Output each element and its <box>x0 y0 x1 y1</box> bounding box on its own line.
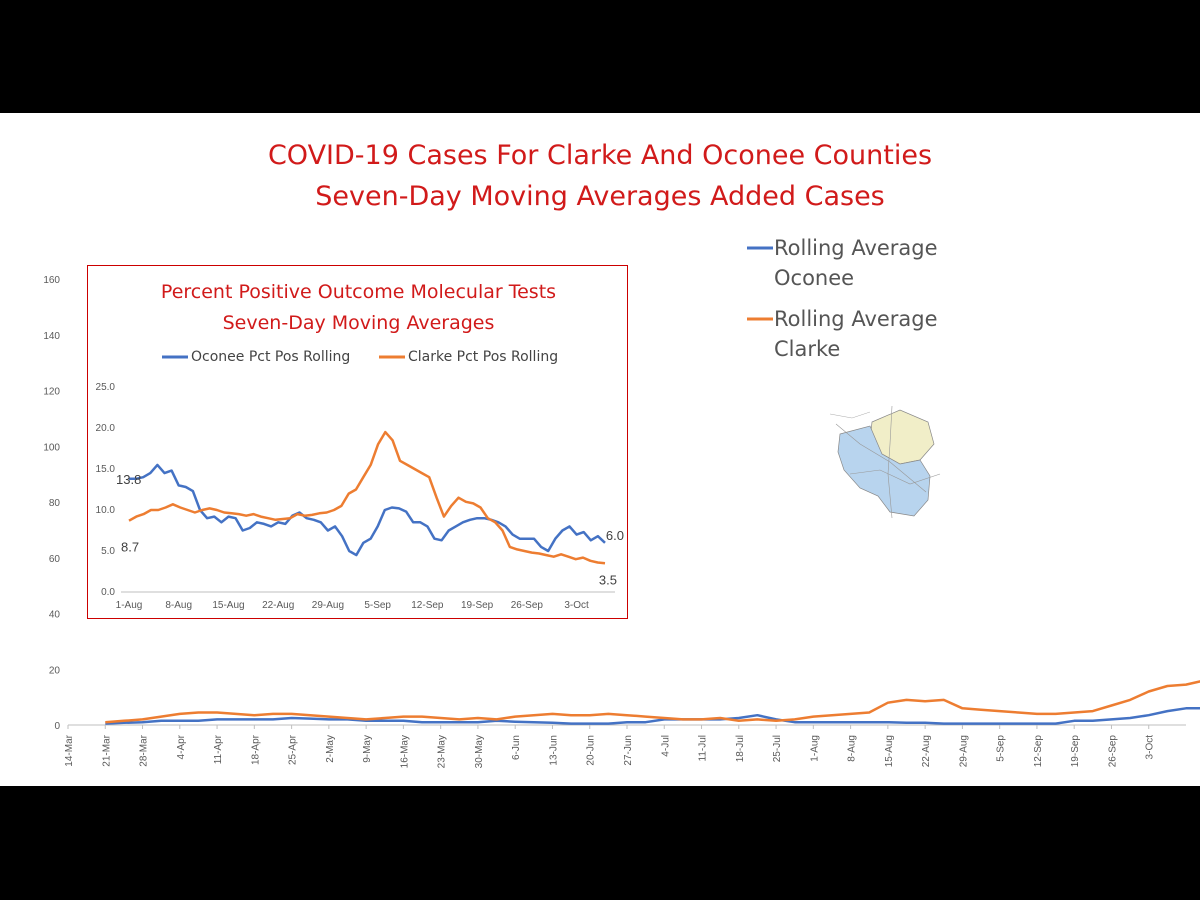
series-line-oconee <box>105 707 1200 725</box>
inset-chart-panel: Percent Positive Outcome Molecular Tests… <box>87 265 628 619</box>
x-tick-label: 18-Jul <box>735 735 746 762</box>
x-tick-label: 6-Jun <box>511 735 522 760</box>
x-tick-label: 14-Mar <box>64 734 75 766</box>
county-map-image <box>830 404 943 520</box>
main-legend-swatches <box>747 246 773 321</box>
y-tick-label: 0 <box>54 721 60 732</box>
inset-label-clarke-end: 3.5 <box>599 572 617 587</box>
x-tick-label: 25-Apr <box>288 734 299 765</box>
x-tick-label: 12-Sep <box>1033 735 1044 768</box>
x-tick-label: 15-Aug <box>884 735 895 767</box>
x-tick-label: 11-Apr <box>213 734 224 764</box>
inset-title-line-2: Seven-Day Moving Averages <box>222 312 495 334</box>
x-tick-label: 11-Jul <box>698 735 709 762</box>
x-tick-label: 1-Aug <box>809 735 820 762</box>
inset-legend-swatch-oconee <box>162 355 188 359</box>
x-tick-label: 4-Apr <box>176 734 187 759</box>
x-tick-label: 23-May <box>437 735 448 768</box>
y-tick-label: 60 <box>49 554 61 565</box>
inset-x-tick-label: 8-Aug <box>165 600 192 611</box>
main-chart: 0 20 40 60 80 100 120 140 160 14-Mar 21-Mar 28-Mar 4… <box>43 275 1200 768</box>
legend-label-oconee-line-1: Rolling Average <box>774 236 938 260</box>
x-tick-label: 2-May <box>325 735 336 763</box>
y-tick-label: 80 <box>49 498 61 509</box>
x-tick-label: 30-May <box>474 735 485 768</box>
inset-x-tick-label: 26-Sep <box>511 600 544 611</box>
inset-label-oconee-start: 13.8 <box>116 472 141 487</box>
inset-label-clarke-start: 8.7 <box>121 540 139 555</box>
x-tick-label: 8-Aug <box>847 735 858 762</box>
inset-label-oconee-end: 6.0 <box>606 528 624 543</box>
inset-chart: 0.0 5.0 10.0 15.0 20.0 25.0 1-Aug 8-Aug 15-Aug 22… <box>96 382 624 611</box>
inset-y-tick-label: 0.0 <box>101 587 115 598</box>
x-tick-label: 19-Sep <box>1070 735 1081 768</box>
x-tick-label: 27-Jun <box>623 735 634 766</box>
inset-x-tick-label: 3-Oct <box>564 600 589 611</box>
inset-legend-label-oconee: Oconee Pct Pos Rolling <box>191 349 351 365</box>
inset-x-tick-label: 1-Aug <box>116 600 143 611</box>
oconee-county-shape <box>837 425 931 517</box>
x-tick-label: 18-Apr <box>250 734 261 765</box>
legend-label-clarke-line-2: Clarke <box>774 337 841 361</box>
inset-x-tick-label: 12-Sep <box>411 600 444 611</box>
inset-x-tick-label: 15-Aug <box>212 600 244 611</box>
x-tick-label: 21-Mar <box>101 734 112 766</box>
inset-legend-swatch-clarke <box>379 355 405 359</box>
x-tick-label: 29-Aug <box>958 735 969 767</box>
inset-title-line-1: Percent Positive Outcome Molecular Tests <box>160 281 557 303</box>
inset-y-tick-label: 20.0 <box>96 423 116 434</box>
inset-y-tick-label: 25.0 <box>96 382 116 393</box>
inset-x-tick-label: 19-Sep <box>461 600 494 611</box>
inset-series-line-oconee <box>129 463 606 557</box>
y-tick-label: 20 <box>49 665 61 676</box>
x-tick-label: 4-Jul <box>660 735 671 757</box>
y-tick-label: 160 <box>43 275 60 286</box>
y-tick-label: 140 <box>43 331 60 342</box>
inset-y-tick-label: 5.0 <box>101 546 115 557</box>
inset-legend-label-clarke: Clarke Pct Pos Rolling <box>408 349 559 365</box>
x-tick-label: 5-Sep <box>996 735 1007 762</box>
y-tick-label: 120 <box>43 387 60 398</box>
x-tick-label: 9-May <box>362 735 373 763</box>
legend-label-clarke-line-1: Rolling Average <box>774 307 938 331</box>
x-tick-label: 25-Jul <box>772 735 783 762</box>
series-line-clarke <box>105 680 1200 724</box>
legend-label-oconee-line-2: Oconee <box>774 266 855 290</box>
y-tick-label: 100 <box>43 442 60 453</box>
inset-y-tick-label: 10.0 <box>96 505 116 516</box>
x-tick-label: 20-Jun <box>586 735 597 766</box>
x-tick-label: 28-Mar <box>139 734 150 766</box>
x-tick-label: 22-Aug <box>921 735 932 767</box>
legend-label-clarke: Rolling Average Clarke <box>774 304 938 364</box>
x-tick-label: 13-Jun <box>548 735 559 766</box>
inset-x-tick-label: 5-Sep <box>364 600 391 611</box>
x-tick-label: 3-Oct <box>1145 735 1156 760</box>
chart-title-line-2: Seven-Day Moving Averages Added Cases <box>315 181 885 212</box>
inset-x-tick-label: 22-Aug <box>262 600 294 611</box>
x-tick-label: 16-May <box>399 735 410 768</box>
legend-label-oconee: Rolling Average Oconee <box>774 233 938 293</box>
y-tick-label: 40 <box>49 610 61 621</box>
inset-x-tick-label: 29-Aug <box>312 600 344 611</box>
inset-series-line-clarke <box>128 430 606 565</box>
chart-title-line-1: COVID-19 Cases For Clarke And Oconee Cou… <box>267 140 933 171</box>
inset-y-tick-label: 15.0 <box>96 464 116 475</box>
map-roads <box>835 423 927 493</box>
x-tick-label: 26-Sep <box>1107 735 1118 768</box>
